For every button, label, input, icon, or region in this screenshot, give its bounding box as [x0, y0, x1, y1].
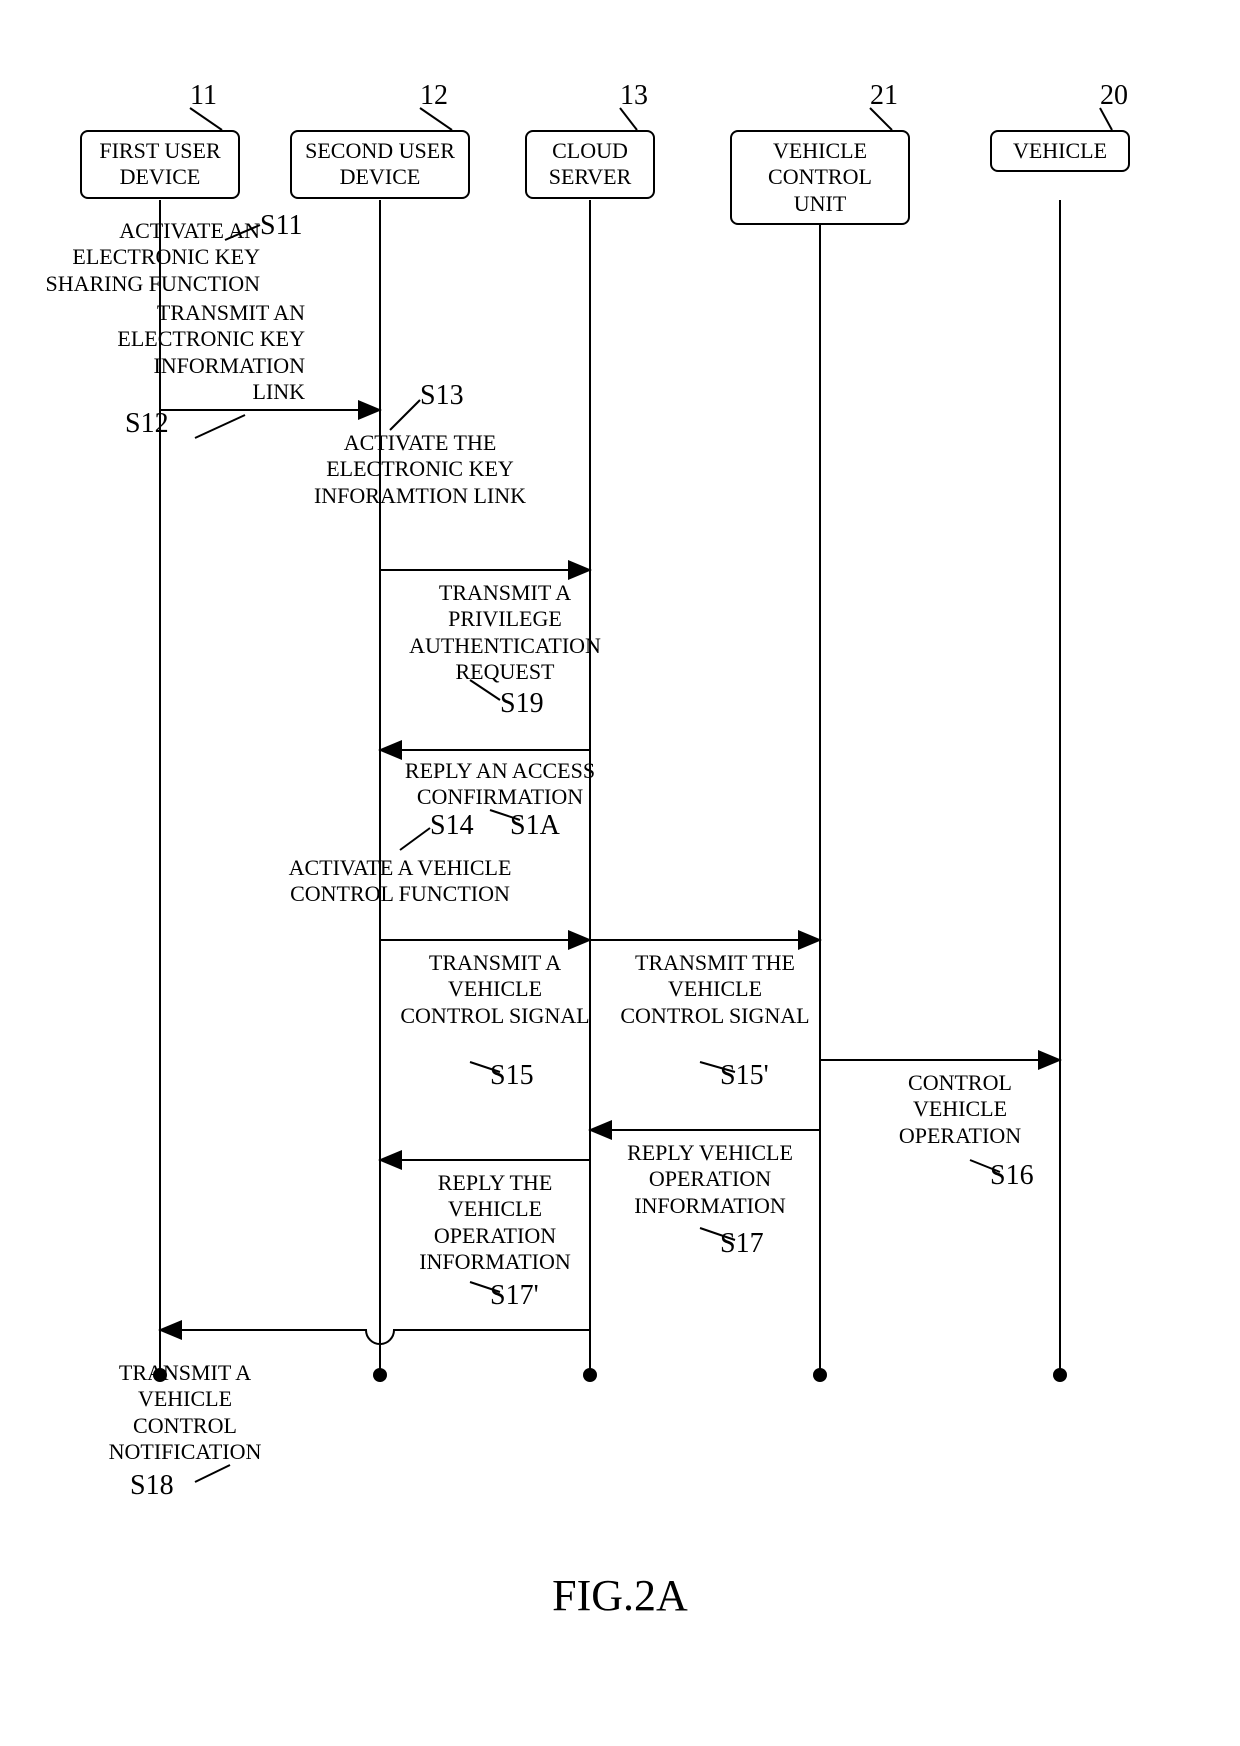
- self-action-S14: ACTIVATE A VEHICLE CONTROL FUNCTION: [250, 855, 550, 908]
- message-S17: REPLY VEHICLE OPERATION INFORMATION: [605, 1140, 815, 1219]
- self-action-S11: ACTIVATE AN ELECTRONIC KEY SHARING FUNCT…: [25, 218, 260, 297]
- participant-p13: CLOUD SERVER: [525, 130, 655, 199]
- message-S16: CONTROL VEHICLE OPERATION: [870, 1070, 1050, 1149]
- step-label-S15: S15: [490, 1060, 534, 1092]
- message-S15: TRANSMIT A VEHICLE CONTROL SIGNAL: [400, 950, 590, 1029]
- participant-ref-12: 12: [420, 80, 448, 112]
- message-S17': REPLY THE VEHICLE OPERATION INFORMATION: [395, 1170, 595, 1276]
- message-S1A: REPLY AN ACCESS CONFIRMATION: [385, 758, 615, 811]
- participant-p21: VEHICLE CONTROL UNIT: [730, 130, 910, 225]
- step-label-S11: S11: [260, 210, 303, 242]
- message-S15': TRANSMIT THE VEHICLE CONTROL SIGNAL: [615, 950, 815, 1029]
- participant-ref-21: 21: [870, 80, 898, 112]
- participant-ref-13: 13: [620, 80, 648, 112]
- step-label-S12: S12: [125, 408, 169, 440]
- participant-ref-11: 11: [190, 80, 217, 112]
- step-label-S1A: S1A: [510, 810, 560, 842]
- participant-p11: FIRST USER DEVICE: [80, 130, 240, 199]
- participant-p20: VEHICLE: [990, 130, 1130, 172]
- step-label-S17: S17: [720, 1228, 764, 1260]
- step-label-S17': S17': [490, 1280, 539, 1312]
- step-label-S18: S18: [130, 1470, 174, 1502]
- participant-ref-20: 20: [1100, 80, 1128, 112]
- step-label-S15': S15': [720, 1060, 769, 1092]
- step-label-S19: S19: [500, 688, 544, 720]
- step-label-S16: S16: [990, 1160, 1034, 1192]
- message-S18: TRANSMIT A VEHICLE CONTROL NOTIFICATION: [85, 1360, 285, 1466]
- participant-p12: SECOND USER DEVICE: [290, 130, 470, 199]
- self-action-S13: ACTIVATE THE ELECTRONIC KEY INFORAMTION …: [290, 430, 550, 509]
- figure-label: FIG.2A: [552, 1570, 688, 1621]
- step-label-S14: S14: [430, 810, 474, 842]
- message-S12: TRANSMIT AN ELECTRONIC KEY INFORMATION L…: [105, 300, 305, 406]
- message-S19: TRANSMIT A PRIVILEGE AUTHENTICATION REQU…: [380, 580, 630, 686]
- step-label-S13: S13: [420, 380, 464, 412]
